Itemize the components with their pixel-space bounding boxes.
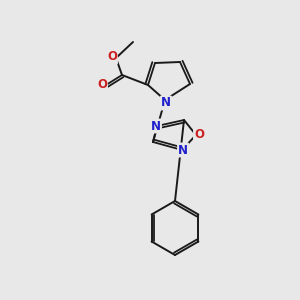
- Text: O: O: [107, 50, 117, 64]
- Text: O: O: [97, 77, 107, 91]
- Text: N: N: [151, 119, 161, 133]
- Text: N: N: [178, 143, 188, 157]
- Text: O: O: [194, 128, 204, 142]
- Text: N: N: [161, 97, 171, 110]
